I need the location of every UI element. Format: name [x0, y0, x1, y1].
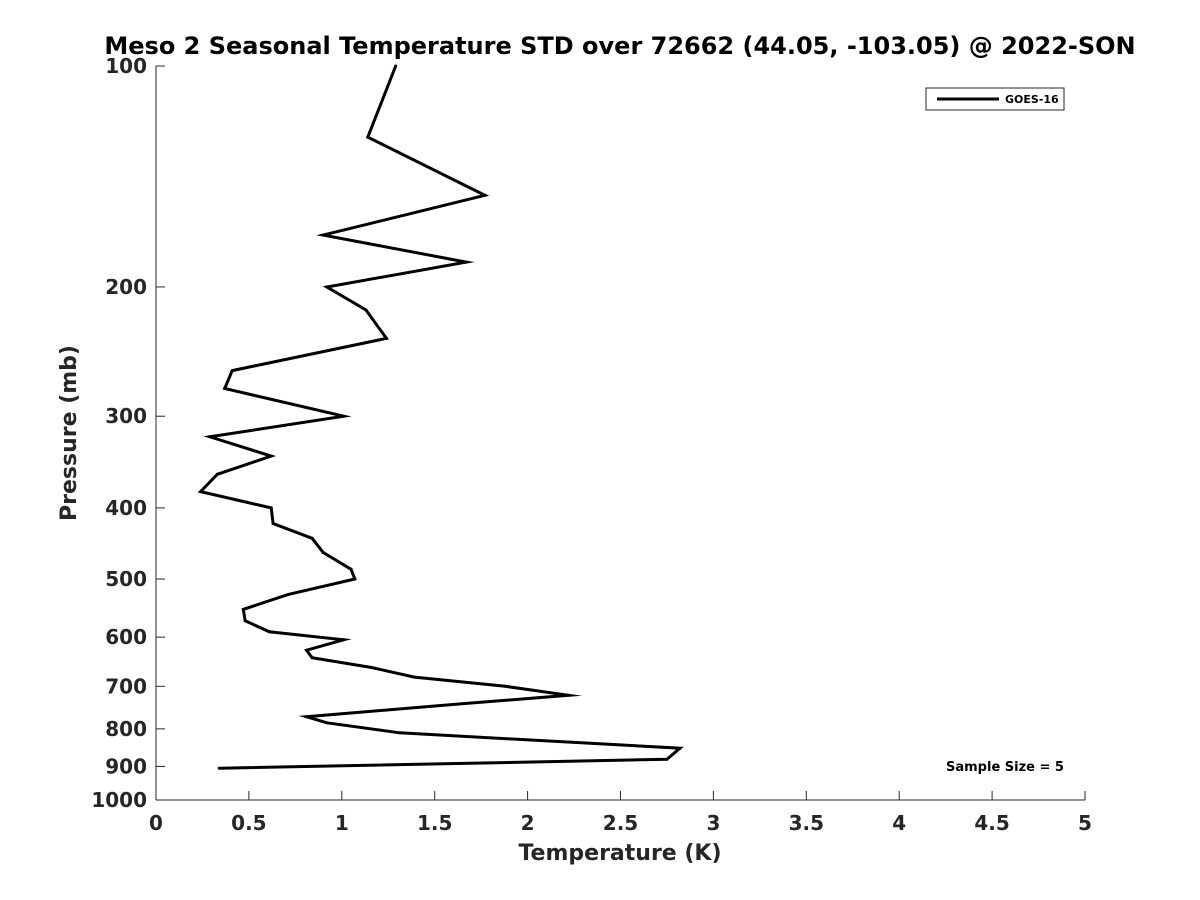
series-lines	[197, 64, 684, 770]
y-tick-label: 600	[105, 625, 147, 649]
data-point	[321, 551, 325, 554]
sample-size-annotation: Sample Size = 5	[946, 760, 1064, 775]
data-point	[215, 472, 219, 476]
data-point	[310, 656, 314, 660]
x-axis-label: Temperature (K)	[518, 841, 721, 866]
y-tick-label: 200	[105, 275, 147, 299]
y-axis-label: Pressure (mb)	[57, 345, 82, 521]
x-axis-ticks: 0 0.5 1 1.5 2 2.5 3 3.5 4 4.5 5	[149, 791, 1092, 835]
chart-title: Meso 2 Seasonal Temperature STD over 726…	[104, 32, 1135, 60]
data-point	[394, 64, 398, 68]
data-point	[397, 731, 401, 735]
y-tick-label: 800	[105, 717, 147, 741]
data-point	[325, 285, 329, 289]
data-point	[267, 630, 271, 634]
data-point	[503, 684, 507, 688]
data-point	[665, 757, 669, 761]
x-tick-label: 0	[149, 811, 163, 835]
y-tick-label: 300	[105, 404, 147, 428]
data-point	[366, 135, 370, 139]
data-point	[353, 577, 357, 581]
y-tick-label: 900	[105, 754, 147, 778]
legend: GOES-16	[925, 87, 1065, 111]
data-point	[370, 666, 373, 669]
y-tick-label: 700	[105, 674, 147, 698]
x-tick-label: 1.5	[417, 811, 452, 835]
data-point	[269, 454, 273, 458]
data-point	[217, 766, 221, 770]
data-point	[412, 675, 416, 679]
x-tick-label: 1	[335, 811, 349, 835]
data-point	[349, 567, 353, 571]
x-tick-label: 3.5	[789, 811, 824, 835]
data-point	[342, 414, 346, 418]
data-point	[208, 435, 212, 439]
x-tick-label: 2	[521, 811, 535, 835]
data-point	[243, 619, 247, 623]
data-point	[271, 522, 275, 525]
x-tick-label: 2.5	[603, 811, 638, 835]
legend-label-goes-16: GOES-16	[1005, 93, 1059, 106]
data-point	[310, 536, 314, 540]
series-line-goes-16	[197, 65, 684, 770]
data-point	[364, 308, 368, 312]
data-point	[241, 607, 245, 611]
x-tick-label: 5	[1078, 811, 1092, 835]
data-point	[305, 715, 308, 719]
data-point	[342, 638, 346, 642]
data-point	[457, 702, 461, 706]
x-tick-label: 3	[706, 811, 720, 835]
data-point	[305, 648, 308, 652]
data-point	[223, 387, 227, 390]
x-tick-label: 4	[892, 811, 906, 835]
data-point	[199, 490, 203, 494]
data-point	[567, 693, 570, 697]
x-tick-label: 0.5	[231, 811, 266, 835]
data-point	[286, 593, 290, 597]
data-point	[678, 746, 682, 750]
plot-axes	[155, 66, 1085, 801]
data-point	[321, 233, 325, 237]
data-point	[384, 336, 388, 340]
data-point	[269, 506, 273, 510]
y-tick-label: 100	[105, 54, 147, 78]
y-tick-label: 1000	[91, 788, 147, 812]
y-tick-label: 400	[105, 496, 147, 520]
x-tick-label: 4.5	[974, 811, 1009, 835]
y-axis-ticks: 100 200 300 400 500 600 700 800 900 1000	[91, 54, 165, 812]
data-point	[325, 721, 329, 725]
data-point	[483, 193, 487, 197]
data-point	[464, 260, 468, 264]
y-tick-label: 500	[105, 567, 147, 591]
data-point	[230, 369, 234, 373]
